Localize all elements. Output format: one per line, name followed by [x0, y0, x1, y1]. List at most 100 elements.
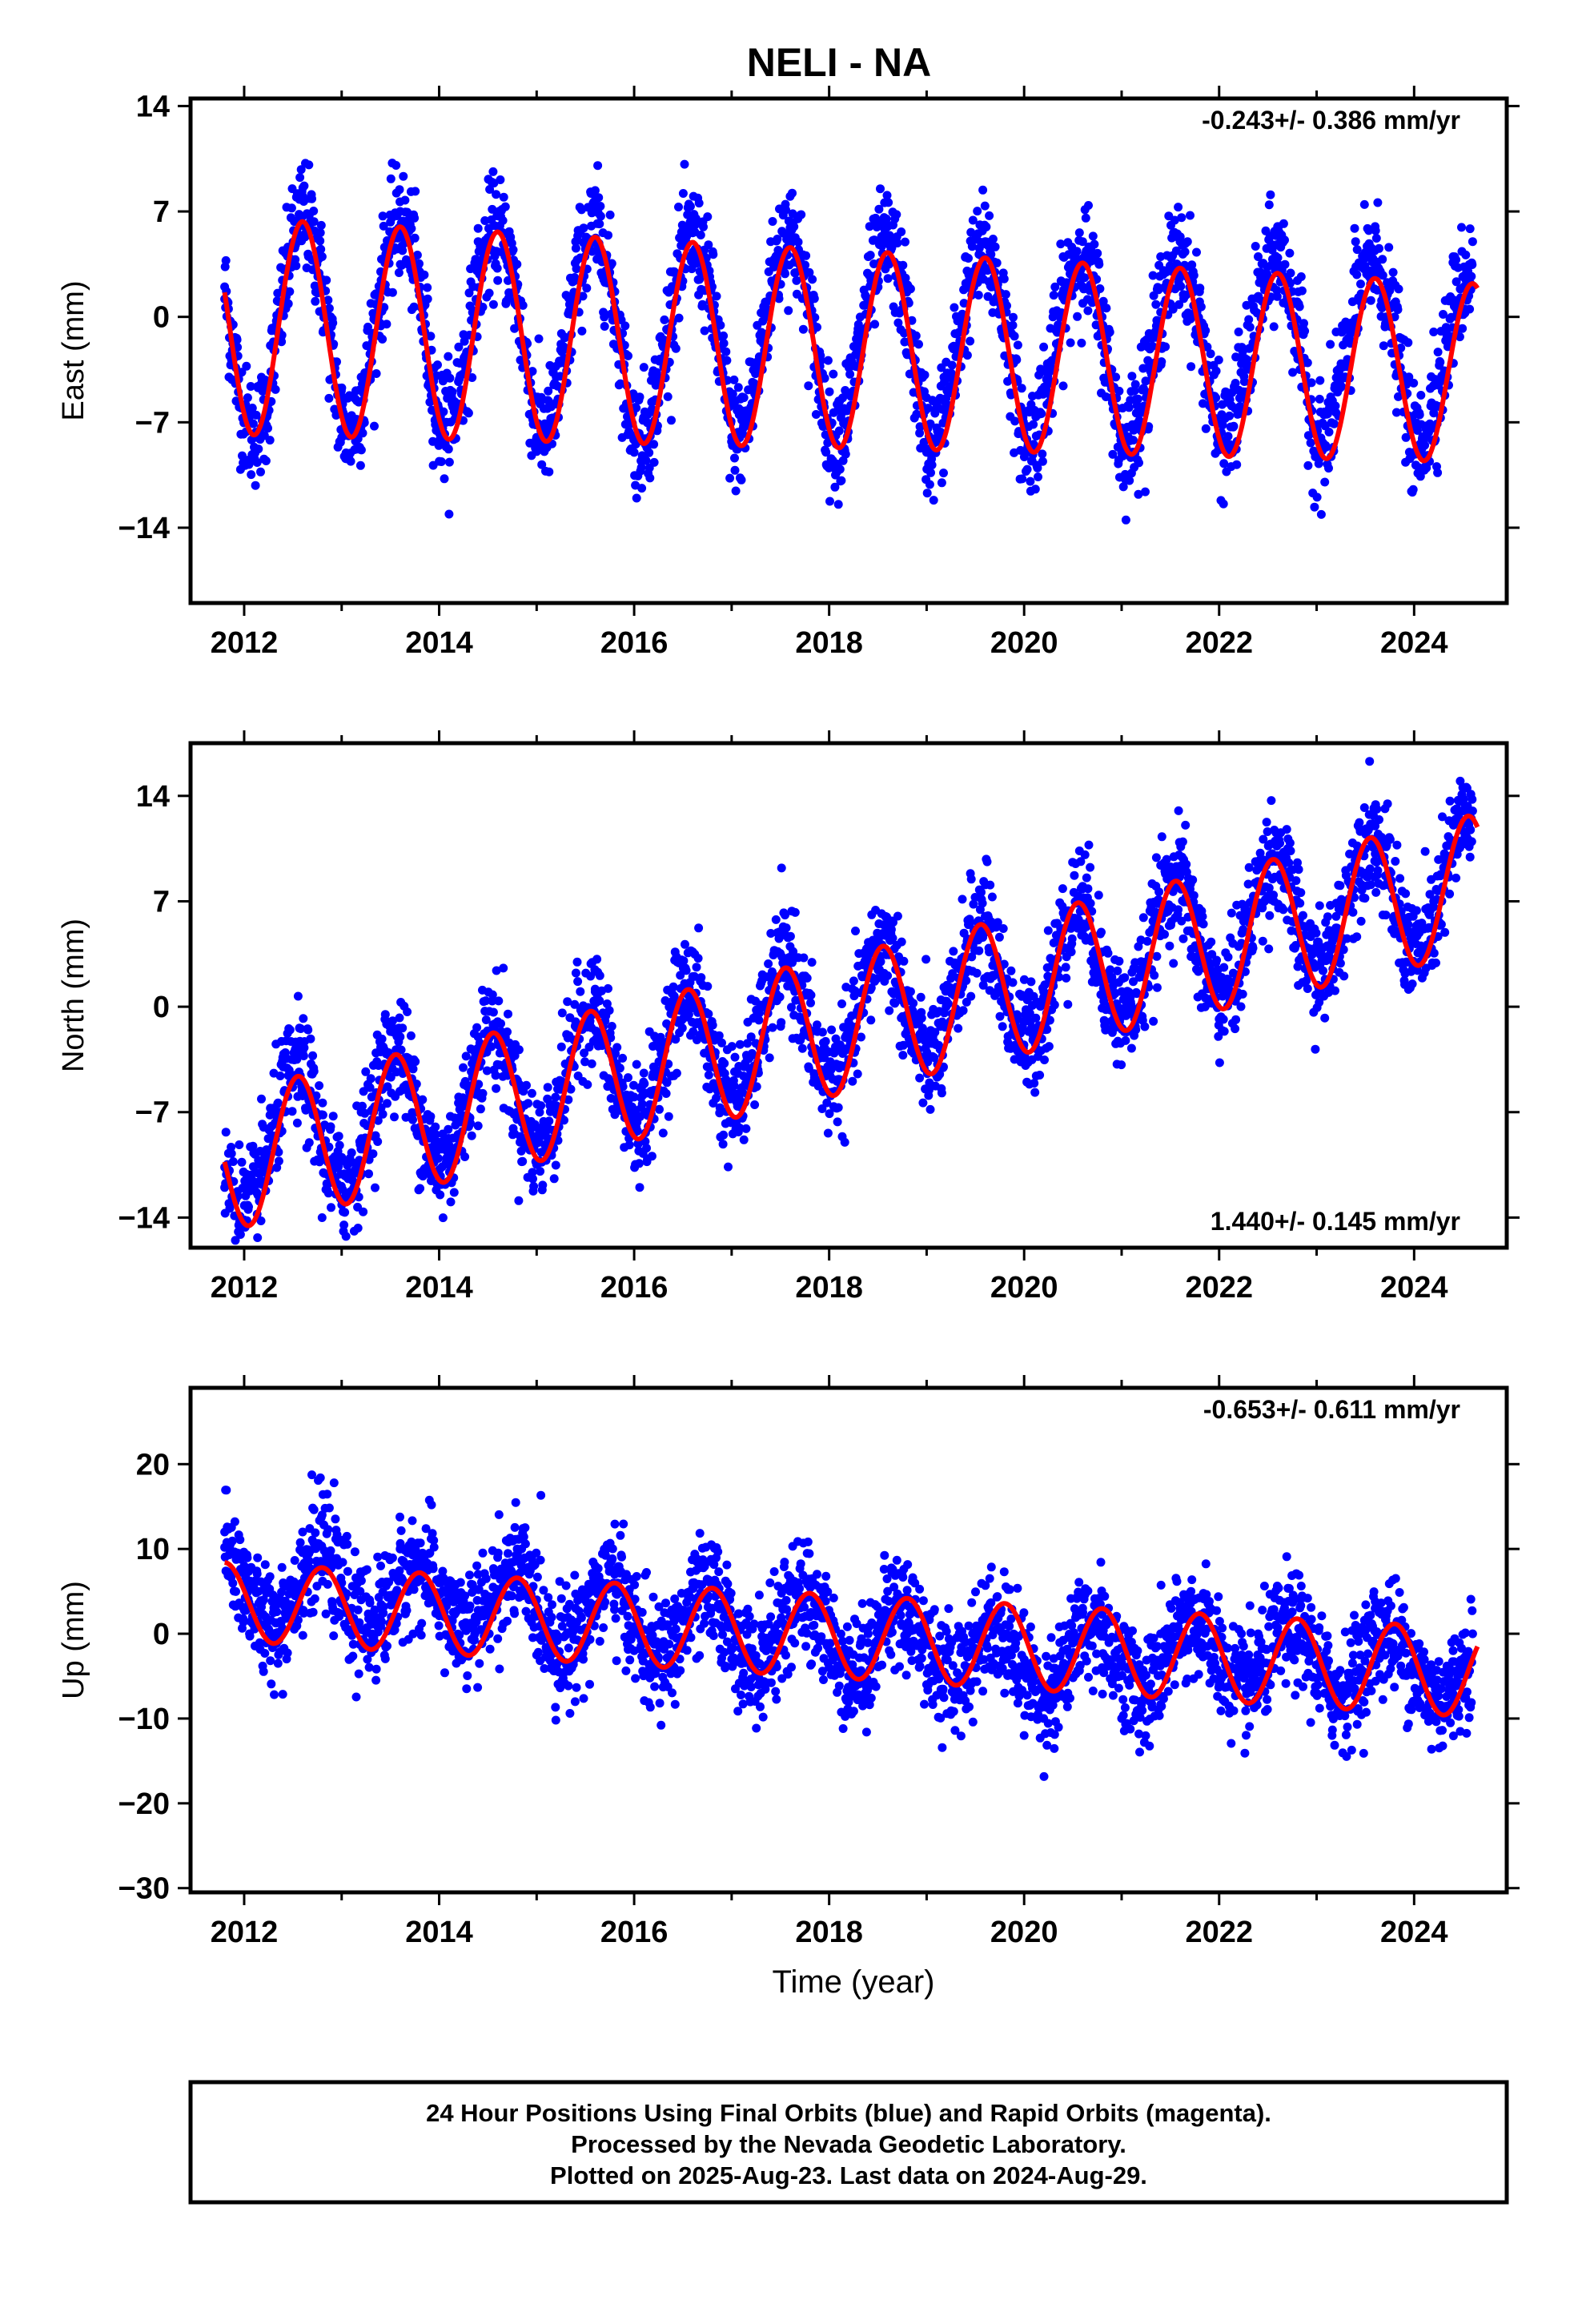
data-point [488, 167, 498, 176]
data-point [324, 304, 334, 313]
data-point [387, 1016, 397, 1026]
data-point [296, 1024, 306, 1033]
data-point [1174, 203, 1183, 212]
data-point [606, 1094, 616, 1103]
data-point [444, 352, 453, 361]
chart-title: NELI - NA [747, 40, 932, 85]
data-point [378, 211, 387, 221]
data-point [1040, 1055, 1049, 1064]
data-point [915, 1073, 925, 1083]
data-point [378, 335, 387, 344]
data-point [1458, 324, 1468, 333]
data-point [365, 1083, 375, 1092]
data-point [766, 237, 776, 247]
data-point [781, 911, 789, 920]
data-point [1102, 304, 1111, 313]
data-point [295, 173, 305, 183]
data-point [1174, 300, 1184, 309]
y-tick-label: 7 [153, 195, 170, 229]
data-point [1232, 460, 1242, 469]
data-point [582, 283, 592, 293]
data-point [410, 213, 420, 223]
data-point [1121, 515, 1130, 525]
data-point [833, 1117, 842, 1127]
data-point [322, 275, 331, 285]
data-point [624, 351, 632, 360]
data-point [346, 456, 355, 466]
data-point [870, 320, 880, 329]
data-point [1350, 223, 1359, 233]
data-point [1192, 247, 1201, 257]
data-point [570, 999, 580, 1009]
data-point [461, 1051, 471, 1061]
data-point [1148, 341, 1157, 351]
data-point [764, 959, 773, 968]
data-point [849, 976, 858, 986]
data-point [316, 220, 326, 230]
data-point [572, 957, 582, 967]
data-point [925, 480, 934, 489]
data-point [750, 1100, 760, 1109]
data-point [398, 1023, 408, 1033]
data-point [1312, 493, 1322, 502]
data-point [848, 1076, 857, 1086]
data-point [551, 1160, 560, 1170]
data-point [444, 444, 453, 454]
data-point [1231, 379, 1240, 388]
data-point [897, 227, 906, 236]
data-point [433, 360, 442, 370]
data-point [893, 239, 902, 247]
data-point [1468, 260, 1477, 269]
data-point [444, 457, 454, 467]
y-tick-label: 14 [136, 90, 170, 123]
data-point [857, 1032, 865, 1042]
data-point [411, 187, 420, 196]
data-point [1038, 449, 1047, 459]
data-point [431, 1130, 440, 1140]
plot-area [220, 757, 1480, 1248]
data-point [254, 444, 263, 454]
data-point [693, 954, 703, 963]
data-point [1037, 409, 1046, 418]
data-point [261, 456, 271, 465]
data-point [1378, 255, 1387, 264]
data-point [639, 1068, 648, 1078]
data-point [287, 203, 296, 213]
x-tick-label: 2024 [1380, 626, 1448, 660]
data-point [712, 1093, 721, 1103]
y-axis-label: East (mm) [57, 280, 90, 420]
data-point [1050, 1000, 1059, 1010]
data-point [377, 1034, 387, 1043]
data-point [708, 1020, 717, 1030]
data-point [999, 274, 1009, 283]
data-point [1084, 201, 1093, 210]
data-point [315, 1081, 324, 1091]
data-point [874, 204, 884, 214]
data-point [950, 303, 959, 312]
data-point [1468, 237, 1477, 247]
data-point [634, 1159, 644, 1168]
data-point [296, 165, 306, 175]
data-point [396, 1045, 406, 1055]
data-point [661, 1089, 671, 1098]
data-point [583, 1080, 592, 1089]
data-point [994, 932, 1004, 942]
data-point [1156, 252, 1166, 261]
data-point [993, 918, 1002, 927]
data-point [667, 416, 676, 425]
data-point [1186, 362, 1196, 372]
data-point [717, 1038, 726, 1047]
data-point [504, 275, 512, 285]
data-point [645, 473, 655, 483]
data-point [407, 223, 416, 233]
data-point [467, 1131, 476, 1140]
data-point [691, 214, 701, 223]
data-point [1019, 975, 1029, 984]
data-point [844, 357, 853, 367]
data-point [787, 1003, 796, 1012]
data-point [644, 448, 654, 457]
data-point [905, 284, 915, 294]
data-point [1315, 376, 1325, 385]
